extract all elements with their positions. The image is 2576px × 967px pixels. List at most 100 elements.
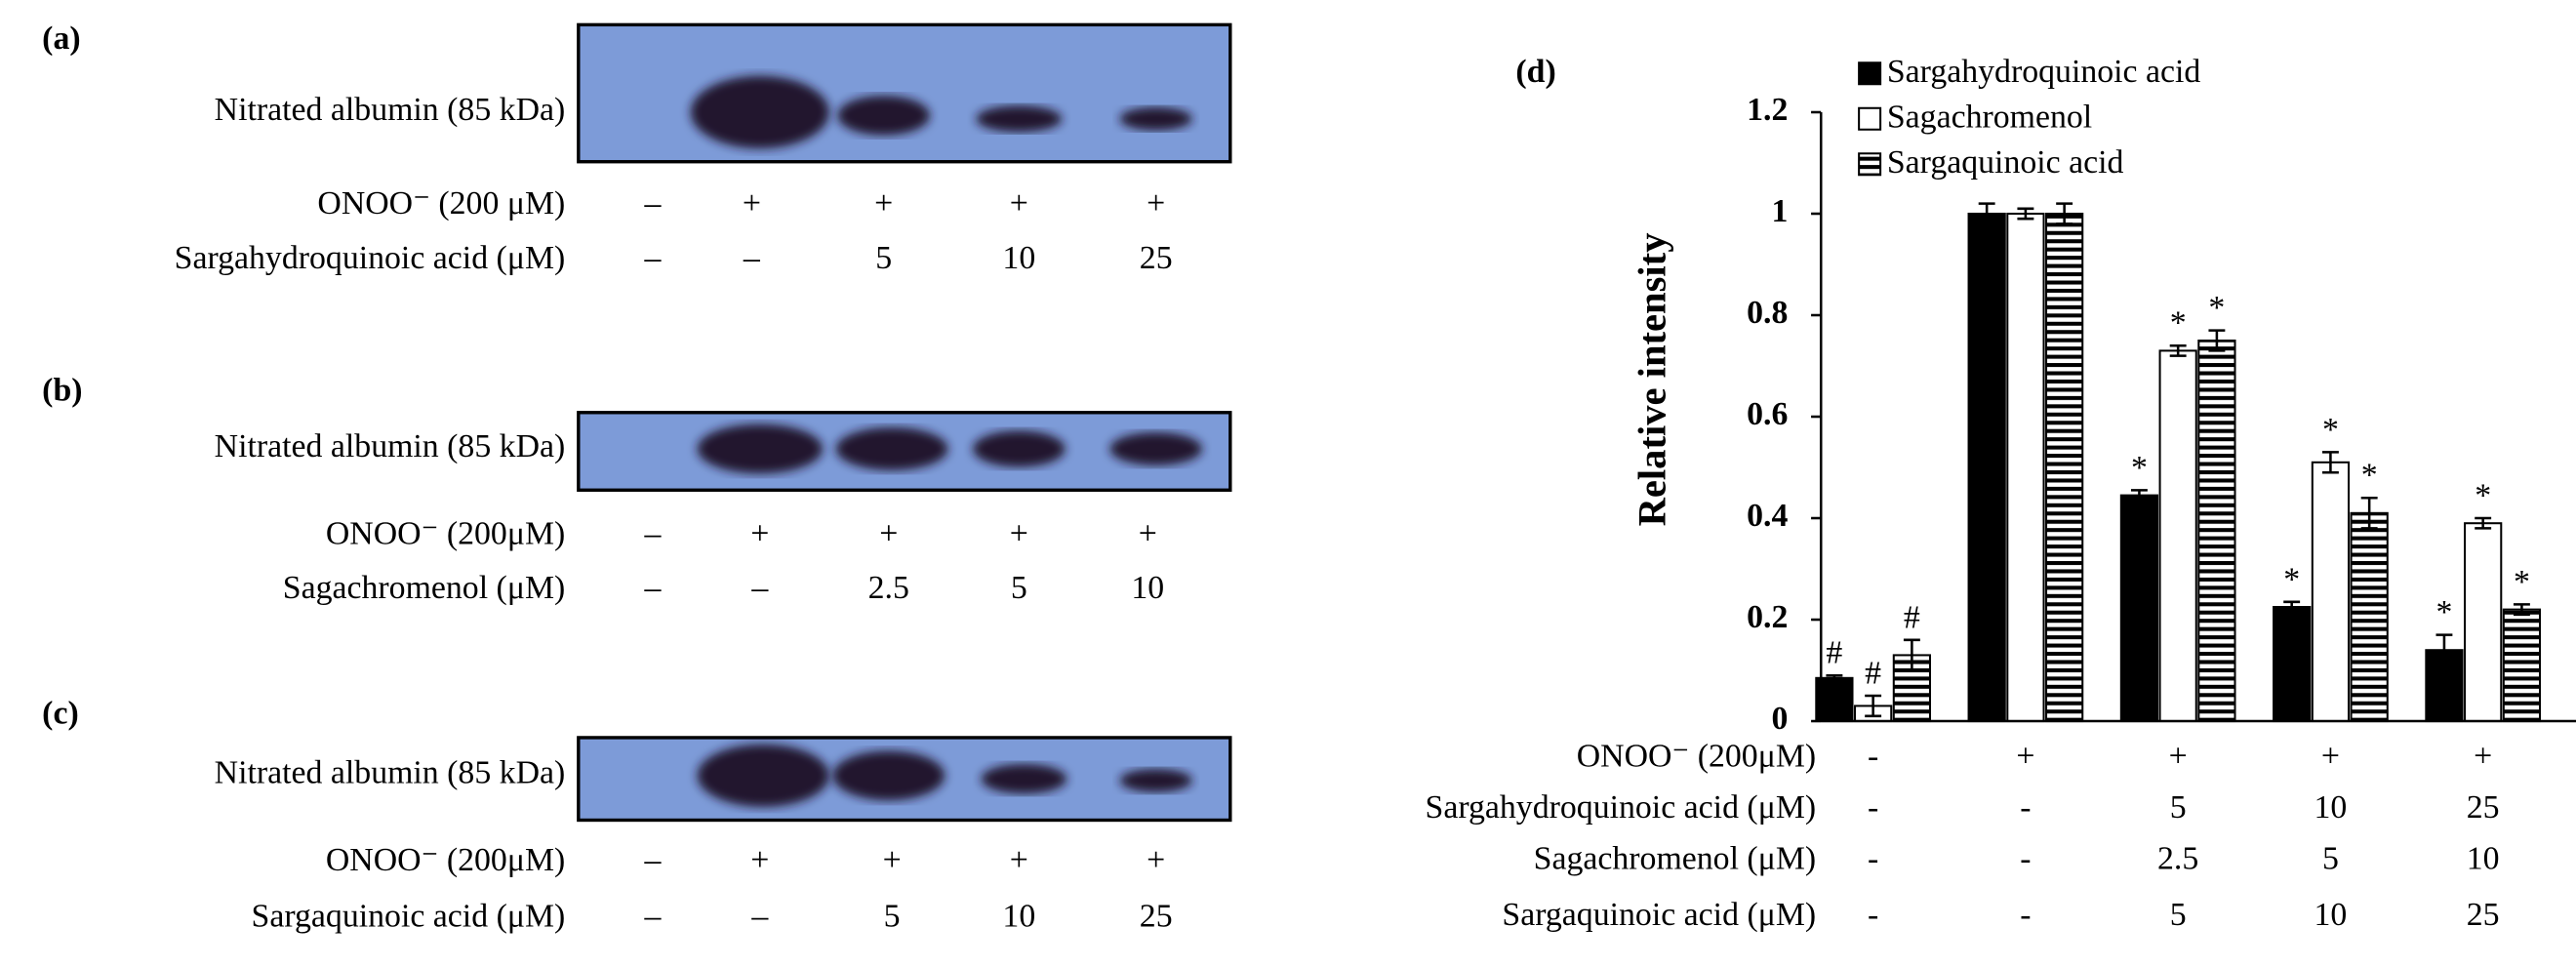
condition-cell: + [1010, 515, 1028, 551]
error-bar [1903, 638, 1920, 672]
error-bar [2130, 489, 2148, 503]
panel-label: (c) [42, 696, 79, 732]
bar [1967, 212, 2006, 723]
condition-cell: – [643, 899, 662, 935]
significance-mark: * [2435, 594, 2452, 630]
error-bar [1826, 673, 1843, 682]
condition-label: Sargaquinoic acid (μM) [1502, 897, 1816, 933]
condition-cell: + [1139, 515, 1157, 551]
legend-swatch [1858, 106, 1882, 131]
condition-cell: + [750, 515, 769, 551]
blot-band [1119, 769, 1192, 792]
significance-mark: # [1865, 655, 1881, 691]
condition-cell: 10 [1002, 899, 1035, 935]
error-bar [2435, 633, 2453, 667]
condition-cell: - [1868, 841, 1878, 877]
condition-cell: + [2474, 739, 2492, 775]
bar [2045, 212, 2084, 723]
bar [2119, 494, 2159, 723]
condition-label: ONOO⁻ (200 μM) [317, 185, 565, 222]
band-label: Nitrated albumin (85 kDa) [215, 428, 566, 464]
bar [2273, 606, 2312, 723]
significance-mark: * [2322, 412, 2339, 448]
significance-mark: * [2170, 305, 2187, 342]
condition-cell: - [1868, 897, 1878, 933]
error-bar [2283, 600, 2301, 614]
error-bar [2169, 343, 2187, 357]
condition-label: ONOO⁻ (200μM) [326, 515, 565, 551]
condition-cell: 2.5 [868, 570, 909, 606]
y-tick-label: 0.4 [1747, 498, 1788, 534]
blot-membrane [577, 22, 1232, 164]
y-tick-label: 1.2 [1747, 92, 1788, 128]
condition-cell: - [2020, 897, 2031, 933]
condition-cell: 10 [2467, 841, 2500, 877]
condition-cell: – [750, 570, 769, 606]
panel-label: (a) [42, 20, 80, 57]
condition-cell: 10 [2314, 789, 2348, 826]
blot-band [1119, 106, 1192, 131]
condition-cell: 25 [2467, 789, 2500, 826]
condition-cell: – [743, 240, 761, 276]
condition-label: Sagachromenol (μM) [283, 570, 565, 606]
legend-label: Sargahydroquinoic acid [1887, 54, 2201, 90]
error-bar [2475, 516, 2492, 530]
condition-cell: – [643, 842, 662, 878]
condition-cell: + [874, 185, 893, 222]
blot-band [981, 763, 1067, 794]
significance-mark: * [2514, 564, 2530, 600]
bar [2197, 339, 2236, 723]
condition-cell: + [2321, 739, 2340, 775]
blot-band [972, 430, 1066, 467]
significance-mark: * [2131, 450, 2148, 486]
condition-cell: + [1010, 185, 1028, 222]
bar [2502, 608, 2542, 723]
error-bar [2360, 496, 2378, 530]
condition-cell: – [643, 240, 662, 276]
panel-label: (b) [42, 372, 82, 408]
condition-cell: 10 [1131, 570, 1164, 606]
bar [2464, 522, 2503, 723]
condition-cell: + [2016, 739, 2034, 775]
error-bar [2056, 202, 2073, 225]
condition-cell: – [643, 570, 662, 606]
blot-band [690, 75, 829, 149]
condition-cell: - [1868, 789, 1878, 826]
bar [2350, 511, 2389, 723]
y-tick-label: 0.8 [1747, 295, 1788, 331]
condition-cell: 5 [1011, 570, 1027, 606]
error-bar [1978, 202, 1995, 225]
condition-cell: - [2020, 841, 2031, 877]
y-tick-label: 0 [1772, 701, 1789, 737]
condition-cell: + [743, 185, 761, 222]
condition-cell: 10 [2314, 897, 2348, 933]
condition-cell: 5 [875, 240, 892, 276]
condition-cell: 5 [884, 899, 901, 935]
blot-band [835, 427, 948, 470]
legend-label: Sargaquinoic acid [1887, 144, 2124, 181]
y-tick-label: 0.2 [1747, 599, 1788, 635]
legend-swatch [1858, 152, 1882, 177]
condition-cell: 25 [1140, 899, 1173, 935]
condition-cell: + [879, 515, 898, 551]
condition-label: Sargaquinoic acid (μM) [252, 899, 566, 935]
condition-cell: 5 [2170, 789, 2187, 826]
condition-cell: 10 [1002, 240, 1035, 276]
condition-cell: + [750, 842, 769, 878]
bar [2311, 461, 2351, 723]
condition-cell: - [2020, 789, 2031, 826]
blot-band [697, 423, 824, 474]
blot-band [1109, 432, 1203, 465]
significance-mark: # [1826, 635, 1842, 671]
condition-cell: + [883, 842, 902, 878]
bar [2158, 349, 2197, 723]
condition-cell: 25 [1140, 240, 1173, 276]
condition-cell: + [1147, 185, 1165, 222]
condition-cell: + [1010, 842, 1028, 878]
condition-cell: – [750, 899, 769, 935]
panel-label: (d) [1515, 54, 1555, 90]
condition-cell: 5 [2170, 897, 2187, 933]
condition-label: Sargahydroquinoic acid (μM) [175, 240, 566, 276]
